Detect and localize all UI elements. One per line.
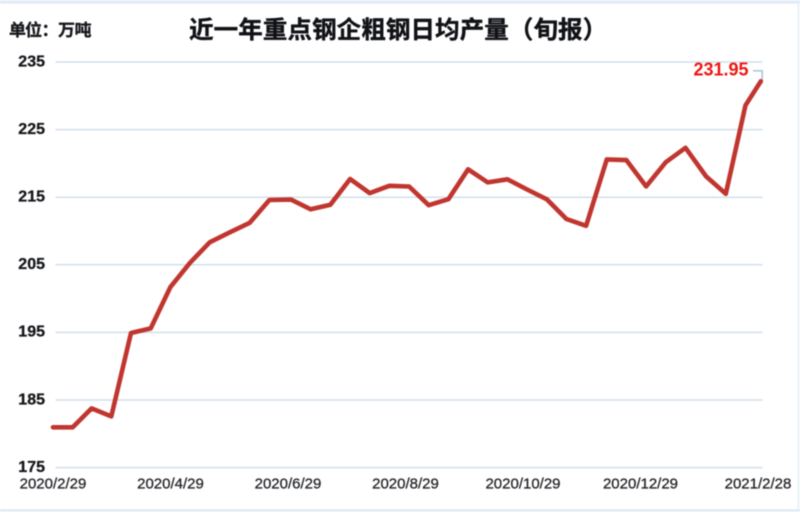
- svg-text:2020/4/29: 2020/4/29: [137, 476, 204, 493]
- svg-text:231.95: 231.95: [693, 60, 748, 80]
- svg-text:2020/8/29: 2020/8/29: [372, 476, 439, 493]
- svg-text:185: 185: [18, 391, 45, 408]
- svg-text:2020/12/29: 2020/12/29: [603, 476, 678, 493]
- svg-text:2020/10/29: 2020/10/29: [485, 476, 560, 493]
- svg-text:215: 215: [18, 189, 45, 206]
- svg-text:2021/2/28: 2021/2/28: [725, 476, 792, 493]
- svg-text:195: 195: [18, 324, 45, 341]
- svg-text:235: 235: [18, 53, 45, 70]
- svg-text:205: 205: [18, 256, 45, 273]
- svg-text:2020/2/29: 2020/2/29: [20, 476, 87, 493]
- svg-text:2020/6/29: 2020/6/29: [255, 476, 322, 493]
- svg-text:175: 175: [18, 459, 45, 476]
- svg-text:225: 225: [18, 121, 45, 138]
